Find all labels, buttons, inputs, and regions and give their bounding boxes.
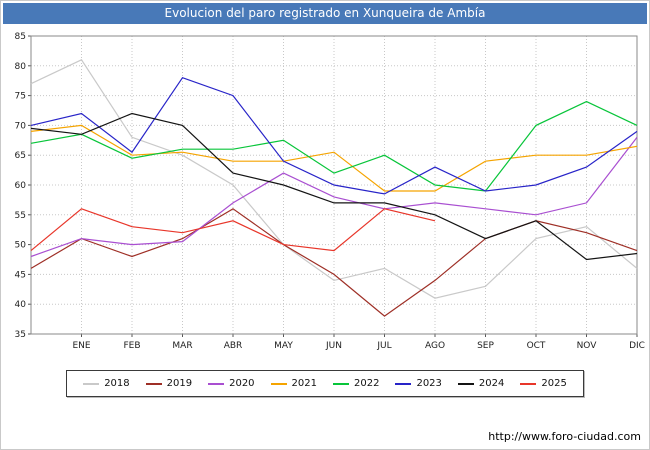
svg-text:NOV: NOV [577, 341, 598, 351]
legend-label-2025: 2025 [541, 378, 567, 389]
svg-text:MAY: MAY [274, 341, 293, 351]
svg-text:60: 60 [15, 181, 27, 191]
svg-text:80: 80 [15, 62, 27, 72]
svg-text:40: 40 [15, 300, 27, 310]
svg-text:45: 45 [15, 270, 26, 280]
svg-text:55: 55 [15, 211, 26, 221]
legend-swatch-2025 [520, 382, 537, 385]
legend-label-2018: 2018 [104, 378, 130, 389]
legend-label-2021: 2021 [291, 378, 317, 389]
legend-swatch-2019 [145, 382, 162, 385]
line-chart: 35 40 45 50 55 60 65 70 75 80 85 ENE FEB MAR ABR MAY JUN… [15, 32, 645, 351]
legend-item-2021: 2021 [270, 378, 317, 389]
legend-item-2020: 2020 [208, 378, 255, 389]
svg-text:DIC: DIC [629, 341, 645, 351]
legend-item-2022: 2022 [333, 378, 379, 389]
legend-swatch-2023 [395, 382, 412, 385]
svg-text:85: 85 [15, 32, 26, 42]
svg-text:75: 75 [15, 92, 26, 102]
svg-text:MAR: MAR [172, 341, 192, 351]
page-title: Evolucion del paro registrado en Xunquei… [3, 3, 647, 24]
legend-item-2024: 2024 [457, 378, 505, 389]
svg-text:JUN: JUN [325, 341, 342, 351]
legend-swatch-2024 [457, 382, 474, 385]
svg-text:65: 65 [15, 151, 26, 161]
legend-label-2020: 2020 [229, 378, 255, 389]
svg-text:ENE: ENE [72, 341, 90, 351]
legend-swatch-2020 [208, 382, 225, 385]
svg-text:35: 35 [15, 330, 26, 340]
chart-legend: 2018 2019 2020 2021 2022 2023 2024 2025 [66, 370, 584, 397]
svg-text:FEB: FEB [123, 341, 140, 351]
legend-item-2019: 2019 [145, 378, 193, 389]
legend-label-2022: 2022 [354, 378, 380, 389]
legend-label-2019: 2019 [166, 378, 193, 389]
svg-text:ABR: ABR [224, 341, 243, 351]
svg-text:JUL: JUL [376, 341, 391, 351]
legend-item-2018: 2018 [83, 378, 130, 389]
legend-swatch-2021 [270, 382, 287, 385]
site-url[interactable]: http://www.foro-ciudad.com [488, 430, 641, 443]
legend-item-2025: 2025 [520, 378, 567, 389]
svg-text:50: 50 [15, 241, 27, 251]
legend-label-2024: 2024 [478, 378, 505, 389]
legend-swatch-2022 [333, 382, 349, 385]
legend-label-2023: 2023 [416, 378, 442, 389]
legend-swatch-2018 [83, 382, 100, 385]
svg-text:70: 70 [15, 121, 27, 131]
svg-text:OCT: OCT [527, 341, 546, 351]
svg-text:AGO: AGO [425, 341, 445, 351]
legend-item-2023: 2023 [395, 378, 442, 389]
svg-text:SEP: SEP [477, 341, 494, 351]
